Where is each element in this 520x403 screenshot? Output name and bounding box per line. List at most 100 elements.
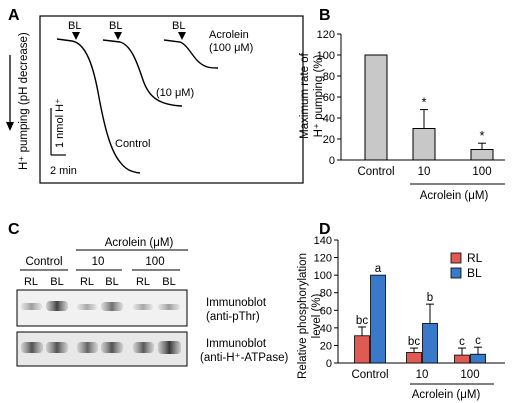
scalebar-y-label: 1 nmol H⁺ (54, 98, 66, 148)
band (133, 304, 153, 310)
bl-marker-10um (114, 32, 122, 40)
panel-a-frame (39, 15, 304, 184)
panel-d: D Relative phosphorylation level (%) 0 20… (297, 221, 505, 401)
chart-b-significance: * (421, 95, 426, 110)
lane-label: RL (80, 276, 94, 288)
panel-a: A H⁺ pumping (pH decrease) 1 nmol H⁺ 2 m… (6, 7, 304, 184)
blot-pthr-bands (21, 301, 180, 311)
chart-d-category-label: Control (351, 369, 388, 381)
bl-label-control: BL (68, 20, 81, 32)
lane-label: BL (162, 276, 175, 288)
trace-10um-label: (10 μM) (156, 87, 194, 99)
band (21, 342, 43, 353)
group-label-100: 100 (145, 256, 164, 268)
panel-c-header: Acrolein (μM) (105, 237, 174, 249)
band (77, 342, 98, 353)
chart-d-category-label: 100 (460, 369, 479, 381)
chart-b-y-tick-label: 120 (317, 29, 335, 41)
chart-d-y-tick-label: 80 (320, 288, 332, 300)
panel-d-ylabel-2: level (%) (311, 293, 323, 338)
band (158, 304, 180, 310)
band (46, 342, 68, 353)
band (133, 342, 154, 353)
chart-d-y-tick-label: 120 (314, 253, 332, 265)
chart-d-bar-bl (422, 323, 438, 364)
blot-pthr-label-2: (anti-pThr) (206, 311, 260, 323)
panel-c: C Acrolein (μM) Control 10 100 RL BL RL … (8, 221, 288, 367)
chart-b-y-tick-label: 80 (323, 71, 335, 83)
blot-pthr-label-1: Immunoblot (206, 297, 267, 309)
band (77, 304, 97, 310)
chart-d-significance: b (427, 292, 433, 304)
bl-marker-100um (178, 32, 186, 40)
lane-label: BL (50, 276, 63, 288)
chart-b-plot: 0 20 40 60 80 100 120 Control * 10 * 100 (317, 29, 505, 178)
bl-label-100um: BL (172, 20, 185, 32)
band (101, 302, 123, 311)
chart-d-y-tick-label: 100 (314, 270, 332, 282)
blot-atpase-bands (21, 341, 181, 354)
chart-b-bar (470, 149, 494, 161)
legend-label-rl: RL (467, 251, 483, 265)
panel-d-xlabel: Acrolein (μM) (412, 389, 481, 401)
chart-b-y-tick-label: 60 (323, 92, 335, 104)
bl-label-10um: BL (109, 20, 122, 32)
chart-b-y-tick-label: 40 (323, 113, 335, 125)
panel-b: B Maximum rate of H⁺ pumping (%) 0 20 40 60… (299, 7, 505, 202)
chart-d-y-tick-label: 60 (320, 305, 332, 317)
panel-d-ylabel-1: Relative phosphorylation (297, 253, 309, 379)
chart-b-category-label: Control (357, 166, 394, 178)
panel-a-letter: A (8, 7, 20, 24)
panel-a-yaxis-label: H⁺ pumping (pH decrease) (18, 32, 30, 170)
lane-label: RL (136, 276, 150, 288)
band (158, 341, 181, 354)
band (46, 301, 68, 311)
panel-b-xlabel: Acrolein (μM) (420, 190, 489, 202)
chart-b-significance: * (479, 128, 484, 143)
chart-d-bar-rl (454, 354, 470, 364)
chart-d-bar-bl (470, 353, 486, 364)
chart-d-significance: bc (408, 336, 420, 348)
chart-b-category-label: 100 (472, 166, 491, 178)
blot-atpase-label-1: Immunoblot (206, 338, 267, 350)
panel-b-ylabel-2: H⁺ pumping (%) (313, 54, 325, 137)
trace-control (56, 38, 141, 174)
scalebar-x-label: 2 min (50, 165, 77, 177)
group-label-10: 10 (92, 256, 105, 268)
trace-control-label: Control (115, 138, 150, 150)
chart-d-significance: c (475, 335, 481, 347)
trace-100um (163, 39, 219, 69)
group-label-control: Control (25, 256, 62, 268)
panel-b-ylabel-1: Maximum rate of (299, 52, 311, 138)
legend-label-bl: BL (467, 266, 482, 280)
chart-b-bar (364, 54, 388, 161)
chart-d-bar-rl (354, 335, 370, 364)
pumping-arrow-head (6, 122, 14, 131)
chart-d-category-label: 10 (416, 369, 429, 381)
chart-d-bar-bl (370, 274, 386, 364)
chart-d-plot: 0 20 40 60 80 100 120 140 bc a Control bc b 10 c c 100 (314, 235, 505, 381)
panel-d-letter: D (319, 221, 331, 238)
panel-c-letter: C (8, 221, 20, 238)
chart-d-significance: bc (356, 315, 368, 327)
band (21, 303, 42, 310)
chart-b-bar (412, 128, 436, 161)
panel-b-letter: B (319, 7, 331, 24)
chart-d-significance: c (459, 336, 465, 348)
chart-d-y-tick-label: 0 (326, 358, 332, 370)
legend-swatch-bl (450, 267, 462, 279)
chart-b-y-tick-label: 20 (323, 134, 335, 146)
chart-d-y-tick-label: 140 (314, 235, 332, 247)
chart-d-significance: a (375, 263, 382, 275)
band (101, 342, 123, 353)
lane-label: RL (24, 276, 38, 288)
legend-swatch-rl (450, 252, 462, 264)
trace-100um-label: Acrolein (209, 29, 249, 41)
chart-b-y-tick-label: 0 (329, 155, 335, 167)
chart-d-y-tick-label: 20 (320, 340, 332, 352)
chart-b-category-label: 10 (418, 166, 431, 178)
bl-marker-control (72, 32, 80, 40)
lane-label: BL (105, 276, 118, 288)
